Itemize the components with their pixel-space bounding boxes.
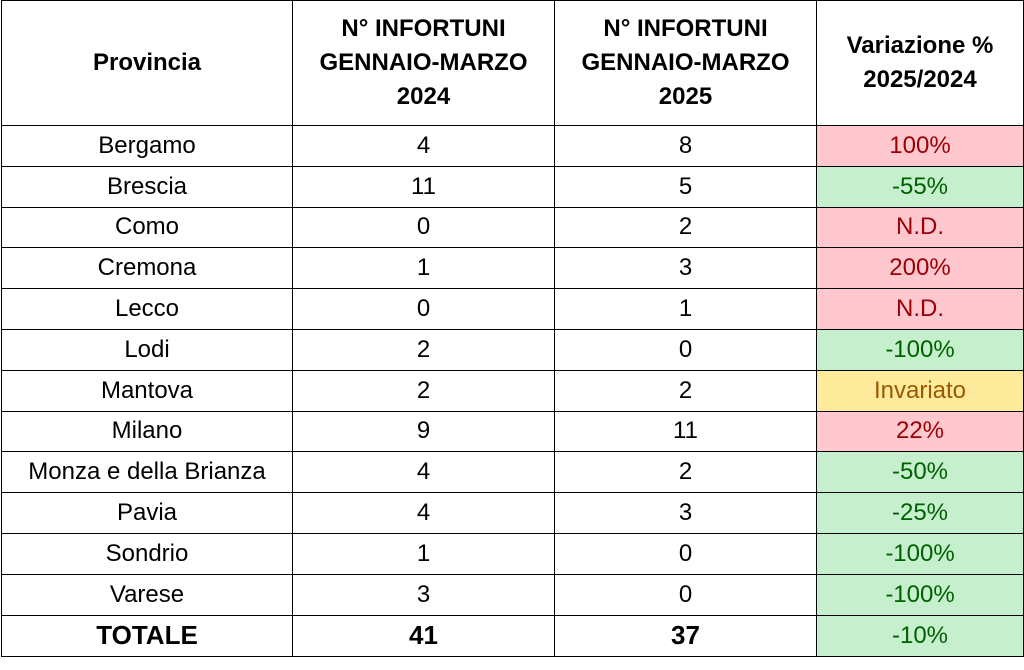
table-row: Sondrio 1 0 -100% [1,532,1024,575]
totale-2025: 37 [554,614,817,657]
header-2024-line3: 2024 [396,83,451,110]
cell-variazione: N.D. [816,206,1024,249]
header-2024-line2: GENNAIO-MARZO [319,49,528,76]
cell-2025: 3 [554,247,817,290]
cell-provincia: Como [1,206,293,249]
cell-provincia: Lecco [1,288,293,330]
cell-provincia: Bergamo [1,125,293,167]
header-2024-line1: N° INFORTUNI [341,15,506,42]
table-row: Monza e della Brianza 4 2 -50% [1,451,1024,494]
table-row: Lecco 0 1 N.D. [1,288,1024,330]
totale-2024: 41 [292,614,555,657]
infortuni-table: Provincia N° INFORTUNI GENNAIO-MARZO 202… [1,0,1024,657]
cell-2025: 5 [554,165,817,208]
table-row: Pavia 4 3 -25% [1,492,1024,534]
table-row: Milano 9 11 22% [1,410,1024,453]
cell-variazione: Invariato [816,369,1024,412]
cell-2025: 0 [554,532,817,575]
cell-2024: 1 [292,247,555,290]
table-row: Como 0 2 N.D. [1,206,1024,249]
cell-2024: 9 [292,410,555,453]
cell-variazione: -100% [816,328,1024,371]
table-row: Lodi 2 0 -100% [1,328,1024,371]
table-row: Bergamo 4 8 100% [1,125,1024,167]
cell-2024: 0 [292,206,555,249]
cell-variazione: -25% [816,492,1024,534]
header-2025: N° INFORTUNI GENNAIO-MARZO 2025 [554,0,817,126]
cell-variazione: 200% [816,247,1024,290]
header-provincia: Provincia [1,0,293,126]
cell-provincia: Pavia [1,492,293,534]
cell-2025: 2 [554,451,817,494]
cell-variazione: 100% [816,125,1024,167]
cell-2024: 4 [292,125,555,167]
cell-provincia: Monza e della Brianza [1,451,293,494]
totale-row: TOTALE 41 37 -10% [1,614,1024,657]
header-row: Provincia N° INFORTUNI GENNAIO-MARZO 202… [1,0,1024,126]
cell-variazione: -100% [816,532,1024,575]
cell-2025: 11 [554,410,817,453]
cell-provincia: Cremona [1,247,293,290]
cell-2025: 2 [554,369,817,412]
cell-provincia: Milano [1,410,293,453]
totale-variazione: -10% [816,614,1024,657]
table-row: Cremona 1 3 200% [1,247,1024,290]
cell-variazione: -55% [816,165,1024,208]
cell-variazione: -50% [816,451,1024,494]
cell-2024: 1 [292,532,555,575]
cell-provincia: Lodi [1,328,293,371]
cell-2024: 2 [292,328,555,371]
cell-2024: 11 [292,165,555,208]
cell-variazione: 22% [816,410,1024,453]
cell-2025: 2 [554,206,817,249]
cell-provincia: Mantova [1,369,293,412]
header-2025-line2: GENNAIO-MARZO [581,49,790,76]
header-provincia-label: Provincia [92,49,202,76]
cell-provincia: Brescia [1,165,293,208]
table-row: Varese 3 0 -100% [1,573,1024,616]
header-variazione-line2: 2025/2024 [863,66,977,93]
table-row: Mantova 2 2 Invariato [1,369,1024,412]
header-2025-line3: 2025 [658,83,713,110]
totale-label: TOTALE [1,614,293,657]
cell-2025: 0 [554,573,817,616]
cell-2025: 0 [554,328,817,371]
cell-2024: 2 [292,369,555,412]
cell-2025: 8 [554,125,817,167]
cell-variazione: -100% [816,573,1024,616]
cell-variazione: N.D. [816,288,1024,330]
table-row: Brescia 11 5 -55% [1,165,1024,208]
cell-2024: 3 [292,573,555,616]
cell-2024: 0 [292,288,555,330]
cell-provincia: Sondrio [1,532,293,575]
header-variazione-line1: Variazione % [846,32,994,59]
cell-2025: 3 [554,492,817,534]
cell-provincia: Varese [1,573,293,616]
cell-2024: 4 [292,451,555,494]
header-variazione: Variazione % 2025/2024 [816,0,1024,126]
cell-2025: 1 [554,288,817,330]
cell-2024: 4 [292,492,555,534]
header-2024: N° INFORTUNI GENNAIO-MARZO 2024 [292,0,555,126]
header-2025-line1: N° INFORTUNI [603,15,768,42]
